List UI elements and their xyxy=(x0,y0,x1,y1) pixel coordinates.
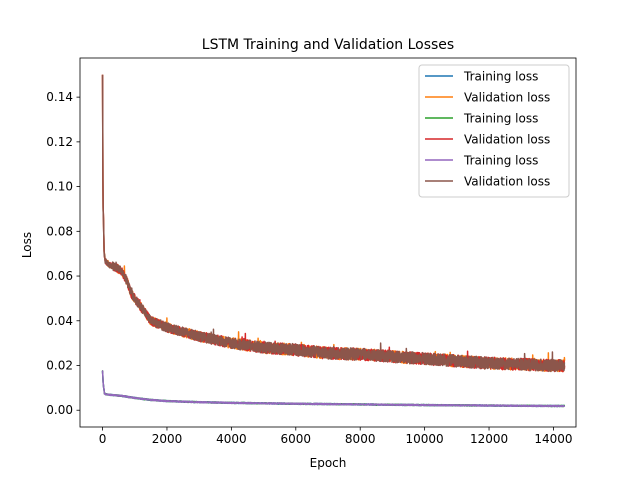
chart-title: LSTM Training and Validation Losses xyxy=(202,37,454,53)
y-tick-label: 0.06 xyxy=(46,269,73,283)
legend-label: Validation loss xyxy=(464,91,550,105)
x-tick-label: 14000 xyxy=(534,432,572,446)
plot-frame xyxy=(79,57,577,428)
y-tick-label: 0.12 xyxy=(46,135,73,149)
x-tick-label: 4000 xyxy=(216,432,247,446)
series-line-5 xyxy=(101,370,566,408)
y-tick-label: 0.02 xyxy=(46,359,73,373)
legend-label: Validation loss xyxy=(464,175,550,189)
x-tick-label: 6000 xyxy=(281,432,312,446)
legend-label: Training loss xyxy=(463,154,538,168)
y-tick-label: 0.10 xyxy=(46,180,73,194)
x-tick-label: 8000 xyxy=(345,432,376,446)
legend-label: Validation loss xyxy=(464,133,550,147)
y-tick-label: 0.04 xyxy=(46,314,73,328)
legend-box xyxy=(418,64,570,198)
legend: Training loss Validation loss Training los… xyxy=(418,64,570,198)
x-tick-label: 2000 xyxy=(152,432,183,446)
axes-layer: 0 2000 4000 6000 8000 10000 12000 14000 0.00 0.02… xyxy=(46,57,577,446)
y-tick-label: 0.08 xyxy=(46,224,73,238)
y-tick-label: 0.14 xyxy=(46,90,73,104)
x-tick-label: 0 xyxy=(99,432,107,446)
x-tick-label: 10000 xyxy=(406,432,444,446)
series-layer xyxy=(101,74,566,408)
legend-label: Training loss xyxy=(463,112,538,126)
x-tick-label: 12000 xyxy=(470,432,508,446)
x-axis-label: Epoch xyxy=(310,456,347,470)
y-tick-label: 0.00 xyxy=(46,403,73,417)
y-axis-label: Loss xyxy=(20,232,34,258)
series-line-6 xyxy=(101,74,566,373)
legend-label: Training loss xyxy=(463,70,538,84)
